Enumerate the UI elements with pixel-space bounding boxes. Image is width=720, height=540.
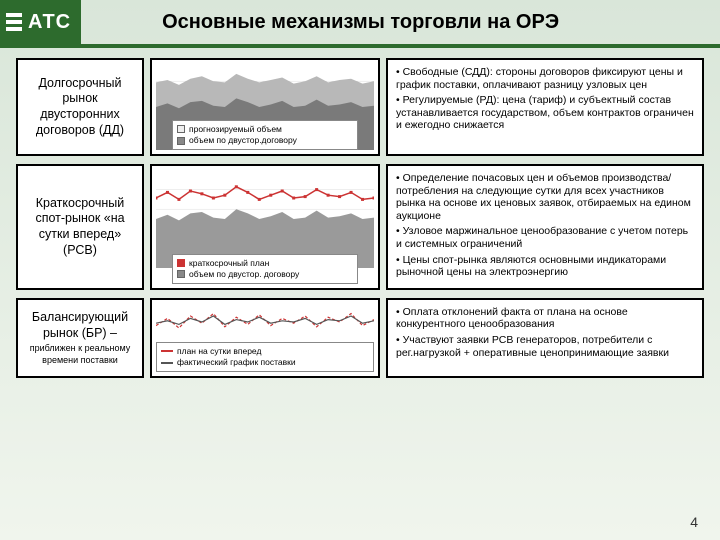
legend-dd: прогнозируемый объем объем по двустор.до… xyxy=(172,120,358,150)
chart-br-svg xyxy=(156,304,374,340)
label-rsv: Краткосрочный спот-рынок «на сутки впере… xyxy=(16,164,144,290)
header: АТС Основные механизмы торговли на ОРЭ xyxy=(0,0,720,48)
bullet: Регулируемые (РД): цена (тариф) и субъек… xyxy=(396,94,694,132)
bullet: Участвуют заявки РСВ генераторов, потреб… xyxy=(396,334,694,359)
bullet: Оплата отклонений факта от плана на осно… xyxy=(396,306,694,331)
bullet: Свободные (СДД): стороны договоров фикси… xyxy=(396,66,694,91)
page-number: 4 xyxy=(690,514,698,530)
chart-rsv: краткосрочный план объем по двустор. дог… xyxy=(150,164,380,290)
label-br: Балансирующий рынок (БР) – приближен к р… xyxy=(16,298,144,378)
desc-rsv: Определение почасовых цен и объемов прои… xyxy=(386,164,704,290)
chart-br: план на сутки вперед фактический график … xyxy=(150,298,380,378)
chart-dd: прогнозируемый объем объем по двустор.до… xyxy=(150,58,380,156)
legend-br: план на сутки вперед фактический график … xyxy=(156,342,374,372)
desc-br: Оплата отклонений факта от плана на осно… xyxy=(386,298,704,378)
logo-text: АТС xyxy=(28,11,71,34)
page-title: Основные механизмы торговли на ОРЭ xyxy=(81,11,720,34)
logo: АТС xyxy=(0,0,81,44)
desc-dd: Свободные (СДД): стороны договоров фикси… xyxy=(386,58,704,156)
logo-icon xyxy=(6,13,22,31)
bullet: Цены спот-рынка являются основными индик… xyxy=(396,254,694,279)
legend-rsv: краткосрочный план объем по двустор. дог… xyxy=(172,254,358,284)
row-rsv: Краткосрочный спот-рынок «на сутки впере… xyxy=(16,164,704,290)
row-br: Балансирующий рынок (БР) – приближен к р… xyxy=(16,298,704,378)
bullet: Определение почасовых цен и объемов прои… xyxy=(396,172,694,222)
row-dd: Долгосрочный рынок двусторонних договоро… xyxy=(16,58,704,156)
bullet: Узловое маржинальное ценообразование с у… xyxy=(396,225,694,250)
content: Долгосрочный рынок двусторонних договоро… xyxy=(0,48,720,378)
label-dd: Долгосрочный рынок двусторонних договоро… xyxy=(16,58,144,156)
